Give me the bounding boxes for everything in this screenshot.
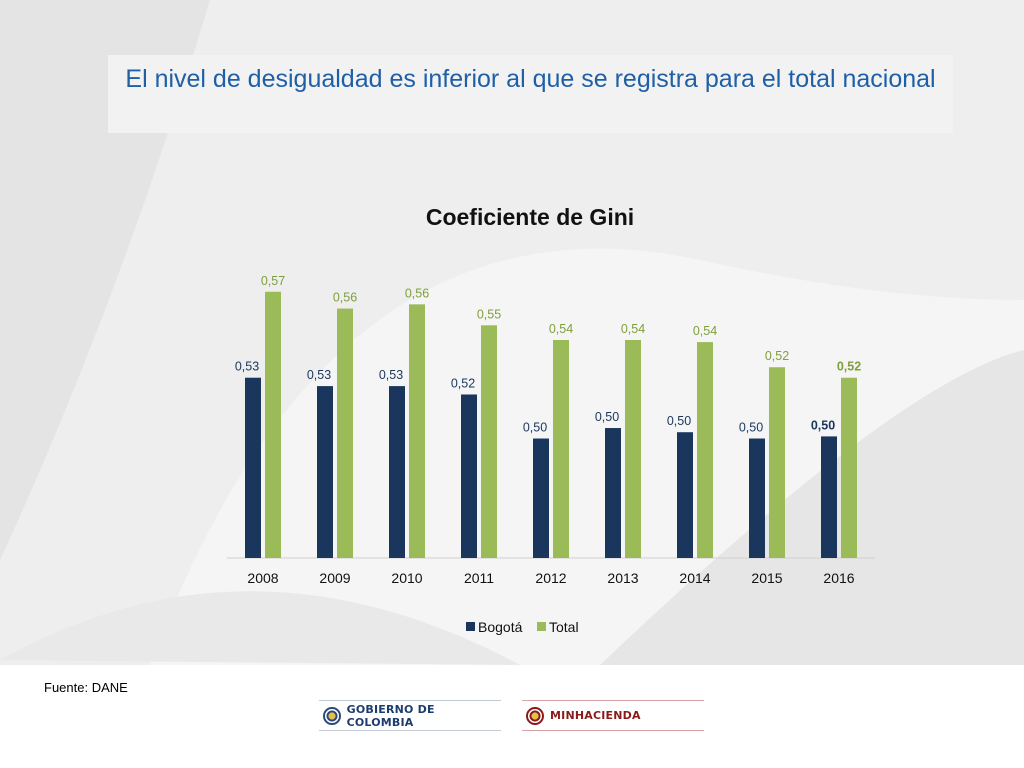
label-total-2015: 0,52 — [765, 349, 789, 363]
bar-total-2012 — [553, 339, 569, 558]
minhacienda-seal-icon — [526, 706, 544, 725]
bar-bogota-2011 — [461, 394, 477, 558]
label-bogota-2011: 0,52 — [451, 376, 475, 390]
slide-title: El nivel de desigualdad es inferior al q… — [125, 65, 936, 93]
label-bogota-2012: 0,50 — [523, 421, 547, 435]
bar-total-2010 — [409, 304, 425, 558]
colombia-seal-icon — [323, 706, 341, 725]
legend-label-bogota: Bogotá — [478, 619, 523, 635]
label-total-2012: 0,54 — [549, 322, 573, 336]
x-tick-2015: 2015 — [751, 570, 782, 586]
legend-label-total: Total — [549, 619, 579, 635]
label-total-2013: 0,54 — [621, 322, 645, 336]
x-tick-2009: 2009 — [319, 570, 350, 586]
label-total-2016: 0,52 — [837, 360, 861, 374]
label-total-2008: 0,57 — [261, 274, 285, 288]
bar-bogota-2015 — [749, 438, 765, 558]
bar-total-2016 — [841, 377, 857, 558]
minhacienda-logo: MINHACIENDA — [522, 700, 704, 731]
x-tick-2014: 2014 — [679, 570, 710, 586]
label-total-2010: 0,56 — [405, 286, 429, 300]
bar-total-2015 — [769, 367, 785, 558]
bar-total-2014 — [697, 342, 713, 558]
label-total-2009: 0,56 — [333, 291, 357, 305]
chart-title: Coeficiente de Gini — [426, 204, 634, 230]
label-bogota-2014: 0,50 — [667, 414, 691, 428]
gobierno-de-colombia-logo: GOBIERNO DE COLOMBIA — [319, 700, 501, 731]
x-tick-2011: 2011 — [464, 570, 494, 586]
bars-group: 0,53 0,57 0,53 0,56 0,53 0,56 0,52 0,55 0,50 0,54… — [235, 274, 861, 558]
legend-swatch-total — [537, 622, 546, 631]
x-tick-2008: 2008 — [247, 570, 278, 586]
gobierno-logo-text: GOBIERNO DE COLOMBIA — [346, 702, 435, 729]
x-tick-2016: 2016 — [823, 570, 854, 586]
bar-bogota-2014 — [677, 432, 693, 558]
x-tick-2010: 2010 — [391, 570, 422, 586]
label-total-2014: 0,54 — [693, 324, 717, 338]
bar-total-2011 — [481, 325, 497, 558]
minhacienda-logo-text: MINHACIENDA — [550, 709, 641, 722]
label-bogota-2008: 0,53 — [235, 360, 259, 374]
bar-bogota-2009 — [317, 386, 333, 558]
label-bogota-2016: 0,50 — [811, 418, 835, 432]
label-bogota-2009: 0,53 — [307, 368, 331, 382]
bar-bogota-2010 — [389, 386, 405, 558]
bar-total-2009 — [337, 308, 353, 558]
x-tick-2012: 2012 — [535, 570, 566, 586]
source-note: Fuente: DANE — [44, 680, 128, 695]
label-bogota-2013: 0,50 — [595, 410, 619, 424]
gini-chart: Coeficiente de Gini 0,530,570,530,560,53… — [227, 204, 875, 635]
bar-bogota-2016 — [821, 436, 837, 558]
x-ticks-group: 2008 2009 2010 2011 2012 2013 2014 2015 2016 — [247, 570, 854, 586]
bar-bogota-2013 — [605, 428, 621, 558]
bar-bogota-2012 — [533, 438, 549, 558]
x-tick-2013: 2013 — [607, 570, 638, 586]
bar-total-2008 — [265, 291, 281, 558]
legend-swatch-bogota — [466, 622, 475, 631]
legend: Bogotá Total — [466, 619, 579, 635]
label-bogota-2010: 0,53 — [379, 368, 403, 382]
label-total-2011: 0,55 — [477, 307, 501, 321]
bar-total-2013 — [625, 339, 641, 558]
label-bogota-2015: 0,50 — [739, 421, 763, 435]
bar-bogota-2008 — [245, 377, 261, 558]
slide-title-box: El nivel de desigualdad es inferior al q… — [108, 55, 953, 133]
